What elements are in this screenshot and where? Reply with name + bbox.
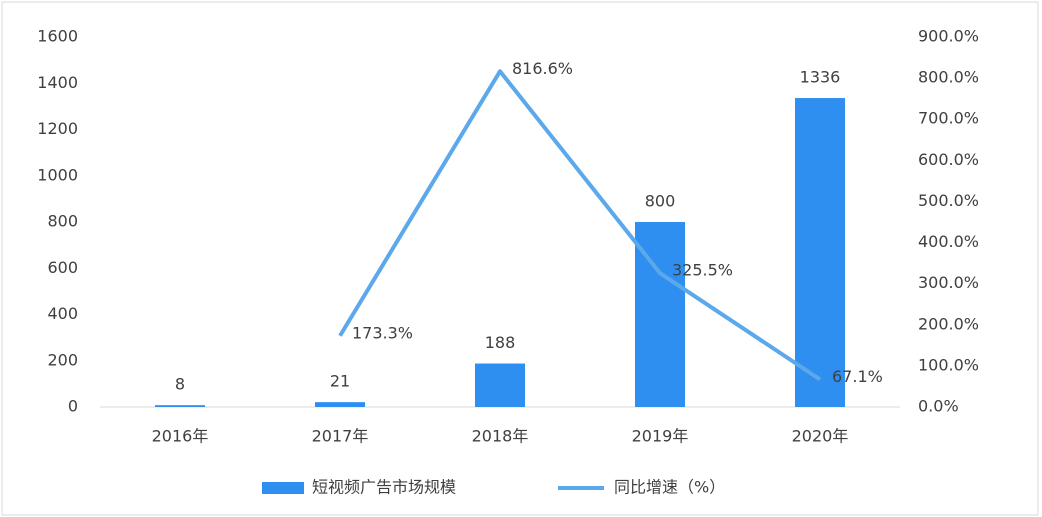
bar (315, 402, 365, 407)
y-tick-label: 200 (47, 350, 78, 369)
y-tick-label: 0 (68, 397, 78, 416)
bar-value-label: 8 (175, 375, 185, 394)
y2-tick-label: 700.0% (918, 109, 979, 128)
bar-value-label: 188 (485, 333, 516, 352)
y-tick-label: 600 (47, 258, 78, 277)
line (338, 69, 822, 382)
y2-tick-label: 0.0% (918, 397, 959, 416)
y2-tick-label: 900.0% (918, 27, 979, 46)
line-value-label: 173.3% (352, 323, 413, 342)
bar (155, 405, 205, 407)
y-tick-label: 1200 (37, 119, 78, 138)
y2-tick-label: 600.0% (918, 150, 979, 169)
x-tick-label: 2016年 (152, 427, 209, 446)
y2-tick-label: 800.0% (918, 68, 979, 87)
y2-tick-label: 200.0% (918, 314, 979, 333)
legend-swatch (262, 482, 304, 494)
y-tick-label: 1400 (37, 73, 78, 92)
x-tick-label: 2019年 (632, 427, 689, 446)
y-tick-label: 800 (47, 212, 78, 231)
y-tick-label: 1600 (37, 27, 78, 46)
y-tick-label: 400 (47, 304, 78, 323)
legend-label: 短视频广告市场规模 (312, 478, 456, 497)
x-tick-label: 2017年 (312, 427, 369, 446)
y2-tick-label: 400.0% (918, 232, 979, 251)
y2-tick-label: 100.0% (918, 355, 979, 374)
y2-tick-label: 500.0% (918, 191, 979, 210)
bar-value-label: 21 (330, 372, 350, 391)
x-tick-label: 2020年 (792, 427, 849, 446)
bar (795, 98, 845, 408)
bar-value-label: 800 (645, 192, 676, 211)
line-value-label: 816.6% (512, 59, 573, 78)
x-tick-label: 2018年 (472, 427, 529, 446)
line-value-label: 325.5% (672, 261, 733, 280)
bar (475, 363, 525, 407)
bar-value-label: 1336 (800, 68, 841, 87)
y2-tick-label: 300.0% (918, 273, 979, 292)
y-tick-label: 1000 (37, 165, 78, 184)
legend-label: 同比增速（%） (614, 478, 725, 497)
line-value-label: 67.1% (832, 367, 883, 386)
